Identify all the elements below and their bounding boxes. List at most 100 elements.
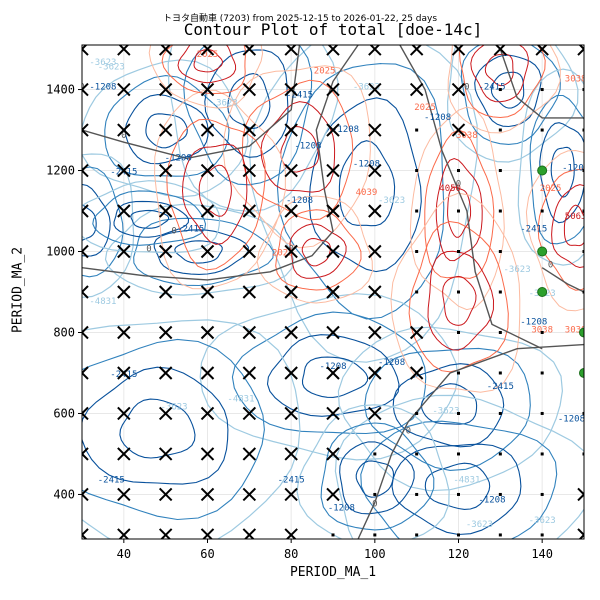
sample-x-marker	[200, 487, 215, 502]
sample-x-marker	[368, 82, 382, 97]
sample-dot-marker	[540, 330, 544, 334]
sample-x-marker	[451, 82, 466, 97]
sample-dot-marker	[415, 290, 419, 294]
y-tick-label: 1000	[46, 245, 75, 259]
x-tick-label: 60	[200, 547, 214, 561]
contour-line	[204, 49, 289, 158]
sample-x-marker	[326, 244, 340, 259]
contour-label: 0	[464, 83, 469, 93]
x-tick-label: 40	[117, 547, 131, 561]
y-tick-label: 400	[53, 487, 75, 501]
contour-label: 2025	[272, 249, 294, 259]
sample-x-marker	[242, 204, 257, 218]
contour-label: 0	[171, 226, 176, 236]
contour-line	[529, 94, 584, 245]
contour-label: -1208	[319, 362, 346, 372]
contour-label: 2025	[540, 184, 562, 194]
sample-dot-marker	[331, 533, 335, 537]
sample-x-marker	[326, 487, 340, 502]
contour-line	[525, 149, 584, 312]
sample-x-marker	[200, 123, 215, 137]
contour-line	[391, 443, 522, 536]
contour-line	[390, 192, 521, 393]
contour-line	[563, 204, 584, 247]
contour-label: -2415	[177, 224, 204, 234]
contour-line	[161, 45, 246, 95]
contour-line	[177, 45, 237, 84]
sample-dot-marker	[457, 411, 460, 415]
sample-x-marker	[158, 406, 173, 421]
best-point-marker	[579, 367, 584, 378]
sample-dot-marker	[373, 533, 377, 537]
contour-label: 2025	[414, 103, 436, 113]
contour-line	[82, 45, 301, 160]
contour-line	[82, 338, 265, 521]
sample-x-marker	[82, 244, 89, 259]
sample-x-marker	[117, 447, 131, 461]
contour-labels: -3623 -1208 -1208 -2415 -2415 -4831 -2415 -3623…	[82, 50, 587, 530]
sample-dot-marker	[540, 209, 544, 213]
contour-label: 3038	[456, 131, 478, 141]
sample-x-marker	[82, 123, 89, 137]
contour-line	[301, 356, 369, 398]
sample-x-marker	[117, 244, 131, 259]
sample-dot-marker	[498, 452, 502, 456]
sample-x-marker	[158, 163, 173, 178]
sample-dot-marker	[498, 411, 502, 415]
sample-x-marker	[284, 325, 298, 340]
contour-label: 0	[288, 245, 293, 255]
contour-line	[551, 184, 584, 269]
sample-dot-marker	[457, 290, 460, 294]
contour-label: 5063	[565, 212, 587, 222]
contour-label: -1208	[328, 504, 355, 514]
contour-line	[82, 45, 359, 281]
contour-label: -1208	[165, 153, 192, 163]
contour-label: -1208	[286, 196, 313, 206]
contour-label: -2415	[520, 224, 547, 234]
contour-label: -1208	[353, 159, 380, 169]
sample-x-marker	[200, 163, 215, 178]
sample-dot-marker	[498, 88, 502, 92]
sample-x-marker	[82, 204, 89, 218]
sample-x-marker	[284, 366, 298, 380]
x-axis-label: PERIOD_MA_1	[289, 565, 377, 580]
contour-label: -2415	[278, 475, 305, 485]
contour-line	[256, 195, 373, 304]
sample-x-marker	[200, 366, 215, 380]
sample-dot-marker	[415, 452, 419, 456]
sample-x-marker	[242, 163, 257, 178]
sample-x-marker	[200, 406, 215, 421]
sample-x-marker	[326, 123, 340, 137]
sample-x-marker	[242, 447, 257, 461]
sample-x-marker	[326, 406, 340, 421]
sample-dot-marker	[540, 371, 544, 375]
sample-dot-marker	[498, 209, 502, 213]
x-tick-label: 140	[531, 547, 553, 561]
sample-dot-marker	[373, 492, 377, 496]
sample-x-marker	[284, 447, 298, 461]
contour-line	[275, 209, 362, 291]
contour-line	[82, 183, 111, 257]
sample-x-marker	[117, 406, 131, 421]
best-point-marker	[579, 327, 584, 338]
y-tick-label: 600	[53, 406, 75, 420]
contour-label: 0	[456, 180, 461, 190]
contour-line	[550, 146, 575, 198]
contour-line	[499, 48, 584, 119]
y-tick-label: 1200	[46, 164, 75, 178]
contour-line	[308, 97, 422, 273]
contour-line	[424, 462, 491, 510]
contour-label: -3623	[211, 99, 238, 109]
contour-line	[92, 190, 207, 246]
sample-dot-marker	[498, 290, 502, 294]
contour-line	[266, 334, 400, 417]
sample-dot-marker	[415, 411, 419, 415]
sample-x-marker	[82, 447, 89, 461]
contour-label: -1208	[294, 141, 321, 151]
contour-label: 0	[121, 131, 126, 141]
contour-line	[119, 398, 196, 459]
sample-x-marker	[117, 325, 131, 340]
contour-line	[193, 49, 223, 73]
best-point-marker	[537, 287, 548, 297]
sample-dot-marker	[415, 492, 419, 496]
